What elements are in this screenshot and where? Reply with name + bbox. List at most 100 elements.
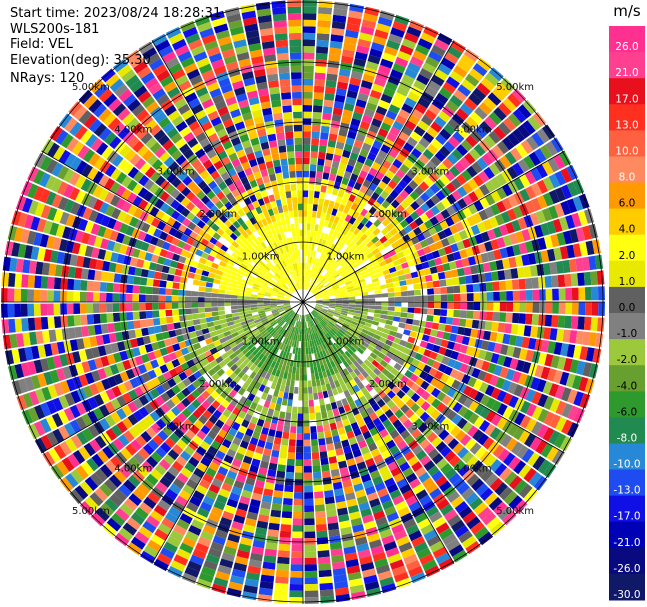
radar-bin — [303, 347, 306, 355]
radar-bin — [412, 175, 423, 186]
radar-bin — [373, 285, 381, 291]
radar-bin — [147, 491, 161, 504]
radar-bin — [331, 21, 346, 30]
radar-bin — [357, 347, 365, 355]
radar-bin — [386, 399, 396, 409]
radar-bin — [544, 275, 553, 288]
radar-bin — [341, 220, 349, 228]
radar-bin — [455, 371, 465, 382]
radar-bin — [304, 557, 317, 565]
radar-bin — [74, 267, 83, 279]
radar-bin — [293, 360, 297, 368]
radar-bin — [283, 425, 290, 433]
radar-bin — [167, 378, 177, 388]
radar-bin — [427, 295, 435, 302]
radar-bin — [472, 429, 484, 442]
radar-bin — [258, 587, 273, 596]
radar-bin — [532, 111, 547, 127]
radar-bin — [449, 165, 461, 178]
radar-bin — [374, 558, 389, 568]
radar-bin — [304, 479, 313, 486]
radar-bin — [504, 269, 512, 280]
radar-bin — [274, 582, 289, 591]
radar-bin — [571, 302, 579, 315]
radar-bin — [557, 274, 566, 287]
radar-bin — [270, 302, 277, 304]
radar-bin — [453, 285, 461, 294]
radar-bin — [276, 326, 283, 333]
radar-bin — [438, 323, 446, 332]
radar-bin — [377, 214, 386, 223]
radar-bin — [425, 384, 436, 394]
radar-bin — [186, 393, 196, 403]
radar-bin — [270, 320, 277, 326]
radar-bin — [425, 405, 436, 416]
radar-bin — [67, 278, 75, 290]
radar-bin — [496, 200, 507, 213]
radar-bin — [518, 242, 528, 255]
radar-bin — [218, 360, 227, 369]
radar-bin — [389, 489, 402, 500]
radar-bin — [558, 288, 566, 301]
radar-bin — [94, 435, 107, 449]
radar-bin — [390, 254, 399, 262]
radar-bin — [328, 173, 337, 182]
radar-bin — [255, 445, 264, 455]
radar-bin — [434, 68, 449, 81]
radar-bin — [387, 179, 398, 190]
radar-bin — [370, 545, 385, 556]
radar-bin — [581, 256, 591, 271]
radar-bin — [377, 570, 393, 581]
radar-bin — [349, 379, 357, 387]
radar-bin — [193, 467, 205, 479]
radar-bin — [359, 32, 373, 42]
radar-bin — [308, 263, 311, 270]
radar-bin — [281, 313, 288, 319]
radar-bin — [366, 315, 374, 321]
radar-bin — [388, 33, 403, 44]
radar-bin — [224, 294, 232, 299]
radar-bin — [340, 212, 348, 220]
radar-bin — [217, 466, 229, 476]
radar-bin — [410, 211, 420, 221]
radar-bin — [440, 237, 450, 247]
radar-bin — [339, 316, 346, 321]
radar-bin — [216, 404, 226, 414]
radar-bin — [318, 145, 327, 153]
radar-bin — [153, 504, 168, 517]
radar-bin — [317, 13, 332, 22]
radar-bin — [275, 199, 282, 207]
radar-bin — [336, 81, 349, 90]
radar-bin — [242, 455, 253, 465]
radar-bin — [331, 252, 338, 260]
radar-bin — [537, 179, 549, 194]
radar-bin — [391, 241, 400, 249]
radar-bin — [448, 136, 460, 148]
radar-bin — [550, 137, 564, 153]
radar-bin — [379, 493, 392, 504]
radar-bin — [389, 429, 400, 440]
radar-bin — [445, 216, 455, 227]
radar-bin — [457, 84, 472, 97]
radar-bin — [186, 403, 197, 414]
radar-bin — [458, 276, 467, 285]
radar-bin — [286, 359, 291, 367]
radar-bin — [303, 374, 308, 381]
radar-bin — [415, 407, 425, 418]
radar-bin — [513, 460, 527, 475]
radar-bin — [465, 275, 473, 284]
radar-bin — [72, 450, 86, 465]
radar-bin — [160, 442, 172, 454]
radar-bin — [106, 292, 113, 302]
radar-bin — [373, 210, 382, 219]
radar-bin — [330, 269, 337, 276]
radar-bin — [330, 360, 336, 368]
radar-bin — [384, 273, 392, 280]
radar-bin — [1, 303, 8, 318]
radar-bin — [165, 281, 174, 289]
radar-bin — [251, 492, 263, 502]
radar-bin — [431, 250, 441, 259]
radar-bin — [325, 284, 332, 289]
radar-bin — [405, 239, 414, 248]
radar-bin — [406, 313, 414, 319]
